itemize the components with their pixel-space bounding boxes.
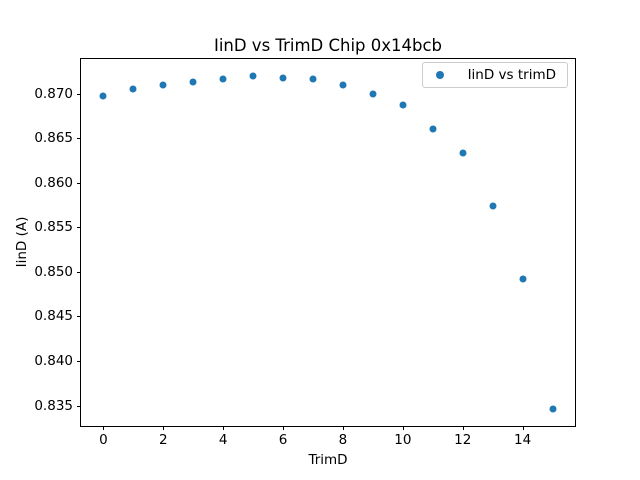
y-tick-label: 0.860 xyxy=(34,174,73,191)
scatter-point xyxy=(159,81,167,89)
chart-title: IinD vs TrimD Chip 0x14bcb xyxy=(213,36,443,55)
scatter-point xyxy=(189,78,197,86)
y-tick-mark xyxy=(77,138,81,140)
scatter-point xyxy=(489,202,497,210)
x-tick-mark xyxy=(342,426,344,430)
scatter-point xyxy=(339,81,347,89)
legend-marker-icon xyxy=(435,71,444,79)
y-tick-label: 0.855 xyxy=(34,219,73,236)
y-tick-mark xyxy=(77,227,81,229)
y-tick-label: 0.835 xyxy=(34,397,73,414)
scatter-point xyxy=(309,75,317,83)
x-tick-label: 14 xyxy=(514,432,532,448)
scatter-point xyxy=(369,90,377,98)
y-tick-mark xyxy=(77,360,81,362)
legend: IinD vs trimD xyxy=(421,62,568,88)
plot-area: 0 2 4 6 8 10 12 14 0.835 0.840 0.845 0.850 0.855 0.86… xyxy=(34,58,576,447)
x-tick-mark xyxy=(163,426,165,430)
scatter-point xyxy=(549,405,557,413)
x-tick-mark xyxy=(103,426,105,430)
y-tick-mark xyxy=(77,93,81,95)
x-tick-mark xyxy=(223,426,225,430)
y-tick-mark xyxy=(77,405,81,407)
scatter-point xyxy=(429,125,437,133)
y-tick-label: 0.845 xyxy=(34,308,73,325)
y-tick-mark xyxy=(77,182,81,184)
x-tick-label: 6 xyxy=(278,432,288,448)
y-tick-label: 0.840 xyxy=(34,352,73,369)
y-tick-label: 0.865 xyxy=(34,130,73,147)
x-tick-label: 8 xyxy=(338,432,348,448)
scatter-point xyxy=(399,101,407,109)
x-tick-label: 10 xyxy=(394,432,412,448)
scatter-point xyxy=(249,72,257,80)
y-tick-label: 0.870 xyxy=(34,85,73,102)
scatter-point xyxy=(519,275,527,283)
scatter-point xyxy=(219,75,227,83)
x-axis-label: TrimD xyxy=(308,452,348,468)
scatter-point xyxy=(279,74,287,82)
x-tick-label: 2 xyxy=(159,432,168,448)
x-tick-mark xyxy=(522,426,524,430)
x-tick-mark xyxy=(462,426,464,430)
x-tick-mark xyxy=(283,426,285,430)
scatter-point xyxy=(129,85,137,93)
scatter-point xyxy=(99,92,107,100)
legend-label: IinD vs trimD xyxy=(467,67,556,83)
y-tick-mark xyxy=(77,271,81,273)
x-tick-label: 0 xyxy=(99,432,108,448)
scatter-point xyxy=(459,149,467,157)
x-tick-label: 12 xyxy=(454,432,472,448)
x-tick-label: 4 xyxy=(218,432,228,448)
y-tick-label: 0.850 xyxy=(34,263,73,280)
x-tick-mark xyxy=(402,426,404,430)
y-tick-mark xyxy=(77,316,81,318)
y-axis-label: IinD (A) xyxy=(14,216,30,268)
